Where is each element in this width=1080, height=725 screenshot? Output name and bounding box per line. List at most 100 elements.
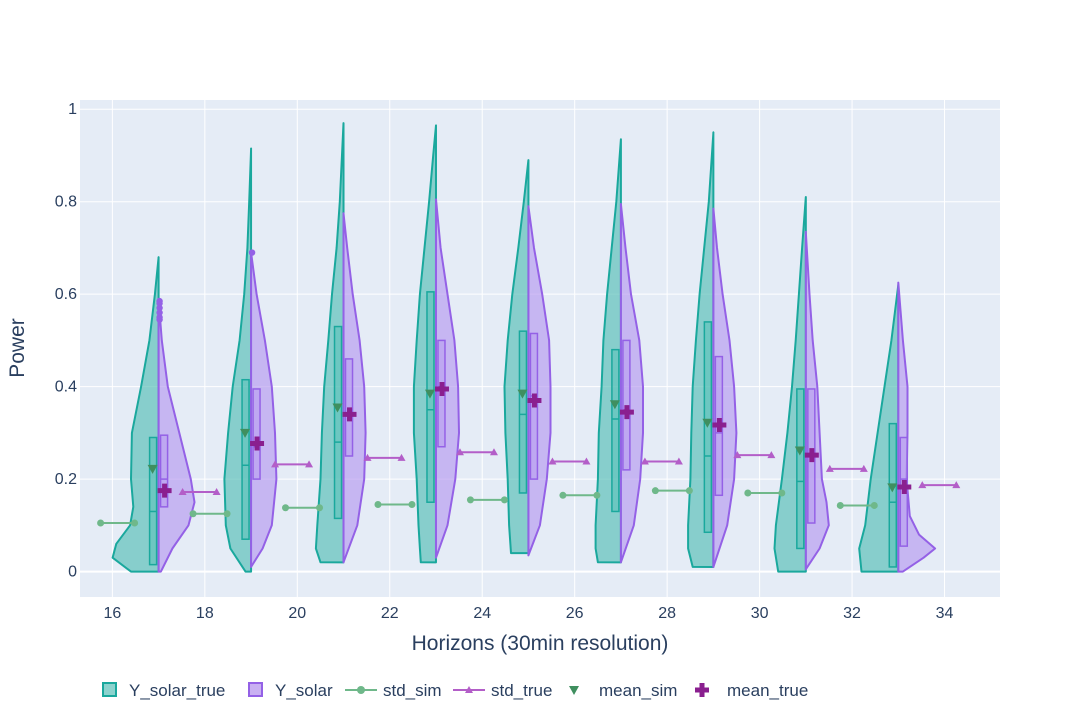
y-tick-label: 0.4: [55, 379, 77, 396]
outlier-point: [156, 304, 163, 312]
std-true-marker: [825, 464, 834, 472]
mean-sim-marker: [424, 389, 435, 399]
std-true-marker: [455, 448, 464, 456]
mean-sim-marker: [147, 464, 158, 474]
legend-swatch-marker: [569, 686, 579, 695]
violin-y-solar: [342, 212, 367, 564]
std-true-marker: [767, 451, 776, 459]
legend: Y_solar_true Y_solar std_sim std_true mean_s…: [102, 681, 808, 700]
std-sim-marker: [374, 501, 382, 509]
std-sim-marker: [744, 489, 752, 497]
std-sim-marker: [593, 491, 601, 499]
legend-swatch: [248, 682, 263, 697]
legend-label: Y_solar: [275, 681, 333, 700]
y-tick-label: 0.2: [55, 471, 77, 488]
violin-y-solar: [619, 203, 644, 564]
std-sim-marker: [778, 489, 786, 497]
std-true-marker: [363, 453, 372, 461]
box-y-solar: [159, 434, 169, 508]
y-axis-title: Power: [6, 318, 29, 378]
mean-true-marker: [804, 448, 819, 463]
legend-item-std-true: std_true: [453, 681, 552, 700]
std-sim-marker: [97, 519, 105, 527]
legend-item-mean-true: mean_true: [695, 681, 808, 700]
mean-true-marker: [897, 479, 912, 494]
std-true-marker: [178, 488, 187, 496]
std-true-marker: [271, 460, 280, 468]
std-sim-marker: [559, 491, 567, 499]
std-true-marker: [859, 464, 868, 472]
mean-sim-marker: [702, 418, 713, 428]
std-sim-marker: [131, 519, 139, 527]
std-true-marker: [918, 481, 927, 489]
legend-item-y-solar: Y_solar: [248, 681, 333, 700]
std-true-marker: [397, 453, 406, 461]
legend-swatch-marker: [695, 683, 709, 697]
mean-true-marker: [434, 381, 449, 396]
x-tick-label: 24: [473, 605, 491, 622]
std-sim-marker: [223, 510, 231, 518]
outlier-point: [156, 309, 163, 316]
std-sim-marker: [500, 496, 508, 504]
outlier-point: [156, 314, 163, 321]
std-true-marker: [582, 457, 591, 465]
x-tick-label: 22: [381, 605, 399, 622]
x-tick-label: 26: [566, 605, 584, 622]
axes: 0 0.2 0.4 0.6 0.8 1 16 18 20 22 24 26 28 30 32 34: [55, 101, 954, 622]
outlier-point: [248, 249, 256, 256]
y-tick-label: 0: [68, 564, 77, 581]
legend-swatch: [102, 682, 117, 697]
x-axis-title: Horizons (30min resolution): [412, 632, 669, 655]
mean-sim-marker: [794, 446, 805, 456]
box-y-solar-true: [518, 330, 528, 494]
x-tick-label: 20: [288, 605, 306, 622]
std-true-marker: [548, 457, 557, 465]
std-sim-marker: [651, 487, 659, 495]
box-y-solar-true: [888, 422, 898, 568]
box-y-solar-true: [796, 388, 805, 550]
x-tick-label: 34: [936, 605, 954, 622]
mean-sim-marker: [517, 389, 528, 399]
std-true-marker: [674, 457, 683, 465]
mean-true-marker: [619, 405, 634, 420]
legend-item-std-sim: std_sim: [345, 681, 442, 700]
mean-sim-marker: [240, 428, 251, 438]
box-y-solar: [252, 388, 261, 480]
outlier-point: [156, 297, 163, 305]
mean-sim-marker: [887, 483, 898, 493]
x-tick-label: 28: [658, 605, 676, 622]
std-true-marker: [305, 460, 314, 468]
std-sim-marker: [685, 487, 693, 495]
std-true-marker: [640, 457, 649, 465]
mean-true-marker: [342, 407, 357, 422]
y-tick-label: 1: [68, 101, 77, 118]
x-tick-label: 30: [751, 605, 769, 622]
std-sim-marker: [836, 501, 844, 509]
y-tick-label: 0.6: [55, 286, 77, 303]
legend-label: std_true: [491, 681, 552, 700]
box-y-solar-true: [333, 325, 343, 520]
std-sim-marker: [316, 504, 324, 512]
std-true-marker: [489, 448, 498, 456]
box-y-solar-true: [241, 378, 250, 540]
box-y-solar-true: [611, 348, 620, 513]
std-true-marker: [212, 488, 221, 496]
legend-label: Y_solar_true: [129, 681, 225, 700]
y-tick-label: 0.8: [55, 194, 77, 211]
legend-swatch-marker: [357, 686, 365, 694]
std-true-marker: [952, 481, 961, 489]
std-true-marker: [733, 451, 742, 459]
violin-y-solar: [434, 198, 460, 559]
violin-y-solar-true: [111, 256, 160, 573]
legend-item-mean-sim: mean_sim: [569, 681, 677, 700]
box-y-solar-true: [148, 436, 158, 566]
mean-true-marker: [712, 418, 727, 433]
std-sim-marker: [870, 501, 878, 509]
std-sim-marker: [408, 501, 416, 509]
legend-label: mean_true: [727, 681, 808, 700]
std-sim-marker: [282, 504, 290, 512]
violins: [111, 122, 937, 573]
legend-swatch-marker: [465, 686, 473, 693]
